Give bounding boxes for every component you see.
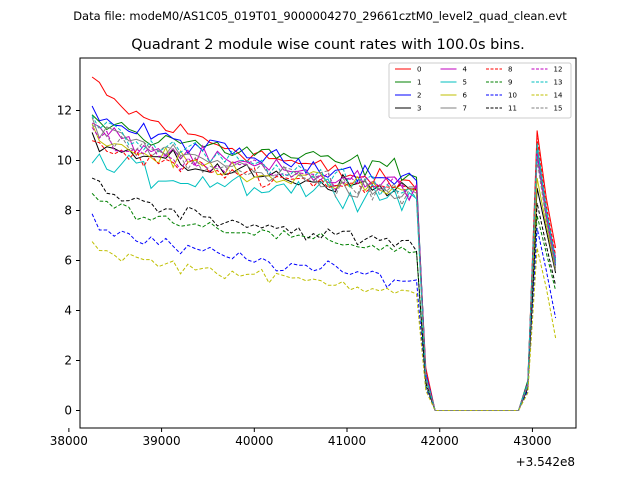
series-line-6 [91, 123, 557, 411]
x-tick-label: 39000 [142, 434, 180, 448]
x-tick-label: 43000 [513, 434, 551, 448]
series-line-11 [91, 177, 557, 411]
plot-area [91, 76, 557, 411]
y-tick-label: 0 [64, 404, 72, 418]
series-line-1 [91, 114, 557, 411]
y-tick-label: 10 [57, 154, 72, 168]
figure-suptitle: Data file: modeM0/AS1C05_019T01_90000042… [73, 9, 567, 23]
legend-label: 15 [554, 105, 563, 113]
legend-label: 0 [417, 66, 421, 74]
y-tick-label: 4 [64, 304, 72, 318]
legend-label: 11 [508, 105, 517, 113]
series-line-8 [91, 137, 557, 411]
series-line-15 [91, 125, 557, 411]
series-line-14 [91, 241, 557, 411]
legend-label: 8 [508, 66, 512, 74]
x-tick-label: 42000 [421, 434, 459, 448]
y-tick-label: 6 [64, 254, 72, 268]
chart-title: Quadrant 2 module wise count rates with … [131, 37, 525, 53]
x-tick-label: 41000 [328, 434, 366, 448]
series-line-2 [91, 105, 557, 411]
legend-box [388, 62, 572, 119]
x-tick-label: 38000 [50, 434, 88, 448]
legend-label: 12 [554, 66, 563, 74]
legend-label: 6 [463, 92, 468, 100]
y-tick-label: 2 [64, 354, 72, 368]
x-axis-offset-label: +3.542e8 [516, 455, 575, 469]
axis-ticks: 38000 39000 40000 41000 42000 43000 0 2 4 6 8 10 12 [50, 104, 552, 449]
legend-label: 4 [463, 66, 468, 74]
series-line-13 [91, 115, 557, 411]
series-line-9 [91, 192, 557, 411]
series-line-10 [91, 213, 557, 411]
legend-label: 14 [554, 92, 563, 100]
legend-label: 10 [508, 92, 517, 100]
y-tick-label: 8 [64, 204, 72, 218]
legend-label: 3 [417, 105, 421, 113]
x-tick-label: 40000 [235, 434, 273, 448]
legend-label: 5 [463, 79, 467, 87]
y-tick-label: 12 [57, 104, 72, 118]
axes-frame [79, 57, 577, 429]
series-line-0 [91, 76, 557, 411]
series-line-3 [91, 132, 557, 411]
series-line-12 [91, 127, 557, 411]
legend-label: 9 [508, 79, 512, 87]
series-line-5 [91, 145, 557, 411]
legend-label: 1 [417, 79, 421, 87]
legend-label: 13 [554, 79, 563, 87]
legend-label: 7 [463, 105, 467, 113]
legend-label: 2 [417, 92, 421, 100]
series-line-4 [91, 122, 557, 411]
